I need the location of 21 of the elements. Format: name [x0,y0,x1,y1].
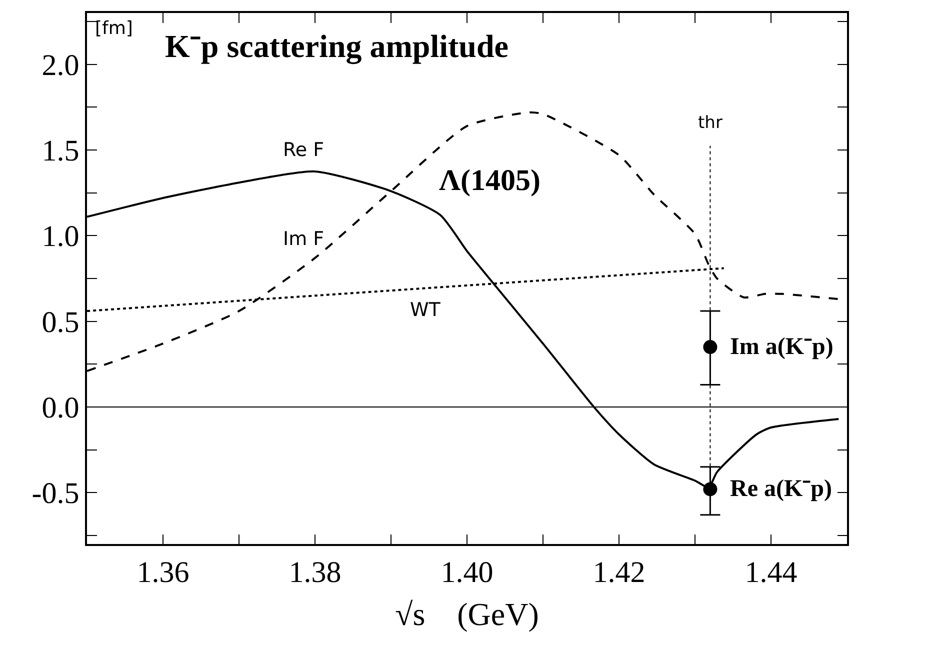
series-label: WT [410,299,441,321]
ref-line-label: thr [698,113,722,133]
annotation: Re a(K⁻p) [730,476,832,502]
y-tick-label: -0.5 [32,477,80,510]
y-tick-label: 0.0 [42,391,80,424]
series-label: Im F [283,228,324,250]
x-tick-label: 1.44 [744,556,798,589]
annotation: Im a(K⁻p) [730,334,834,360]
y-tick-label: 0.5 [42,306,80,339]
x-tick-label: 1.36 [136,556,190,589]
annotation: Λ(1405) [439,164,540,197]
y-tick-label: 1.5 [42,134,80,168]
y-tick-label: 2.0 [42,48,80,82]
y-tick-label: 1.0 [42,220,80,254]
x-tick-label: 1.38 [288,556,342,589]
y-axis-title: [fm] [95,18,133,39]
x-axis-title: √s (GeV) [395,596,539,632]
text: K⁻p scattering amplitude [165,28,508,65]
x-tick-label: 1.42 [592,556,646,589]
series-label: Re F [283,139,324,161]
x-tick-label: 1.40 [440,556,494,589]
